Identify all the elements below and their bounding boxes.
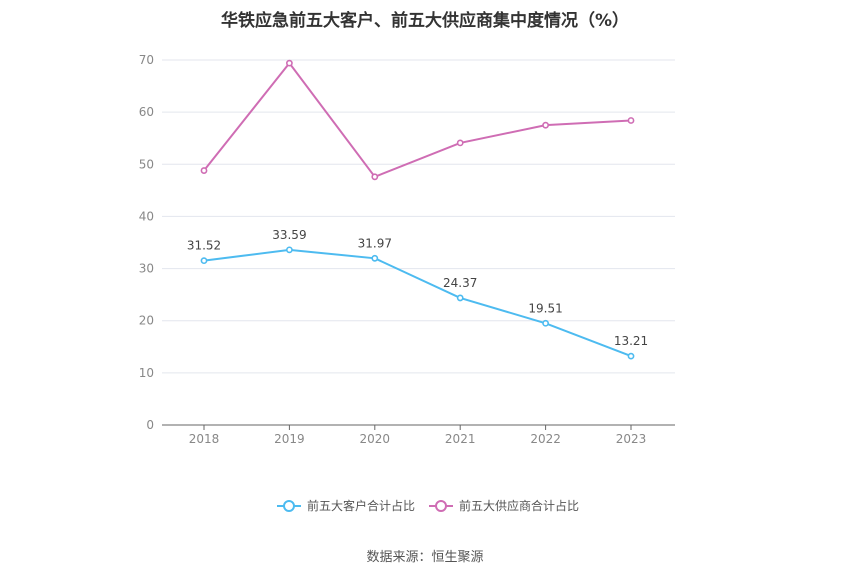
y-tick-label: 10 xyxy=(139,366,154,380)
data-label: 24.37 xyxy=(443,276,477,290)
chart-title: 华铁应急前五大客户、前五大供应商集中度情况（%） xyxy=(220,11,630,31)
data-point[interactable] xyxy=(371,254,379,262)
data-point[interactable] xyxy=(456,139,464,147)
legend[interactable]: 前五大客户合计占比 前五大供应商合计占比 xyxy=(277,498,579,513)
data-label: 33.59 xyxy=(272,228,306,242)
series-line xyxy=(203,61,632,179)
data-label: 13.21 xyxy=(614,334,648,348)
data-point[interactable] xyxy=(200,167,208,174)
y-tick-label: 40 xyxy=(139,209,154,223)
series-line xyxy=(203,248,632,358)
data-point[interactable] xyxy=(285,59,293,67)
data-point[interactable] xyxy=(542,319,549,327)
legend-label: 前五大供应商合计占比 xyxy=(459,498,579,513)
legend-marker xyxy=(283,500,295,512)
data-label-layer: 31.52 33.59 31.97 24.37 19.51 13.21 xyxy=(187,228,648,348)
y-tick-label: 0 xyxy=(146,418,154,432)
data-point[interactable] xyxy=(200,257,208,265)
data-point[interactable] xyxy=(285,246,293,254)
y-tick-label: 50 xyxy=(139,157,154,171)
data-point[interactable] xyxy=(627,117,635,124)
data-source: 数据来源：恒生聚源 xyxy=(366,550,484,565)
x-tick-label: 2019 xyxy=(274,432,305,446)
x-tick-label: 2020 xyxy=(360,432,391,446)
y-tick-label: 60 xyxy=(139,105,154,119)
data-point[interactable] xyxy=(542,121,549,129)
legend-marker xyxy=(435,500,447,512)
axis-layer: 0 10 20 30 40 50 60 70 2018 2019 2020 2021 2022 2023 xyxy=(139,53,675,446)
data-label: 19.51 xyxy=(528,301,562,315)
y-tick-label: 20 xyxy=(139,314,154,328)
data-point[interactable] xyxy=(456,294,464,302)
data-label: 31.97 xyxy=(358,236,392,250)
x-tick-label: 2018 xyxy=(189,432,220,446)
y-tick-label: 70 xyxy=(139,53,154,67)
series-layer xyxy=(200,59,635,360)
legend-label: 前五大客户合计占比 xyxy=(307,498,415,513)
x-tick-label: 2022 xyxy=(530,432,561,446)
grid-layer xyxy=(162,59,675,374)
y-tick-label: 30 xyxy=(139,262,154,276)
x-tick-label: 2023 xyxy=(616,432,647,446)
data-point[interactable] xyxy=(371,173,379,181)
legend-item[interactable]: 前五大供应商合计占比 xyxy=(429,498,579,513)
data-label: 31.52 xyxy=(187,239,221,253)
legend-item[interactable]: 前五大客户合计占比 xyxy=(277,498,415,513)
data-point[interactable] xyxy=(627,352,635,360)
x-tick-label: 2021 xyxy=(445,432,476,446)
